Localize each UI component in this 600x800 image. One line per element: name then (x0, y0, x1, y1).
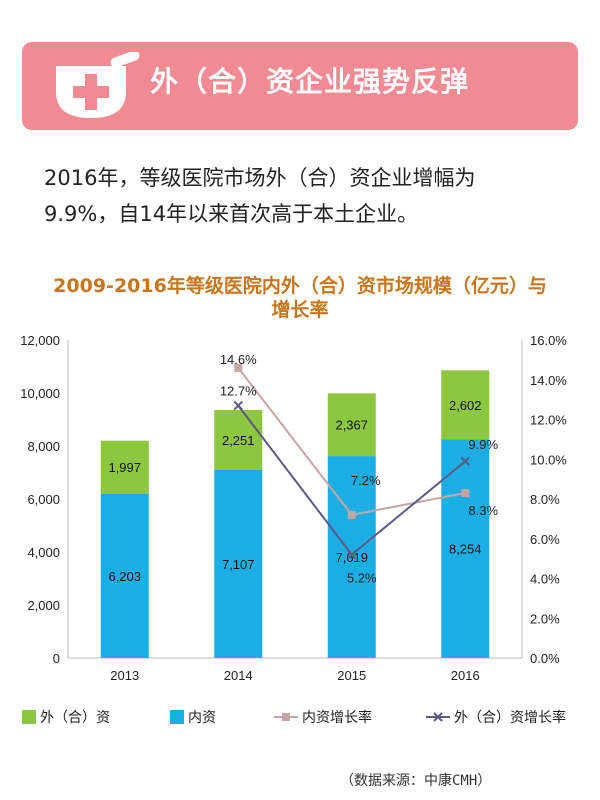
bar-foreign (100, 440, 149, 494)
bar-domestic (214, 469, 263, 658)
legend-swatch-domestic (170, 710, 184, 724)
legend-swatch-foreign (22, 710, 36, 724)
x-tick-label: 2013 (110, 668, 139, 683)
intro-line-1: 2016年，等级医院市场外（合）资企业增幅为 (44, 166, 476, 190)
legend-label: 内资增长率 (302, 709, 372, 725)
data-source: （数据来源：中康CMH） (340, 773, 492, 789)
bar-foreign (327, 393, 376, 457)
marker-foreign-growth (460, 456, 470, 466)
y-left-tick-label: 0 (53, 651, 60, 666)
legend-label: 内资 (188, 709, 216, 725)
chart-title-line-2: 增长率 (271, 299, 329, 321)
legend-label: 外（合）资增长率 (454, 709, 566, 725)
label-domestic-growth: 7.2% (351, 473, 381, 488)
x-tick-label: 2014 (224, 668, 253, 683)
bar-domestic (327, 456, 376, 658)
y-left-tick-label: 4,000 (27, 545, 60, 560)
bar-domestic (100, 493, 149, 658)
banner-title: 外（合）资企业强势反弹 (150, 65, 470, 98)
bar-foreign-label: 2,251 (222, 433, 255, 448)
y-right-tick-label: 10.0% (530, 452, 567, 467)
y-right-tick-label: 12.0% (530, 413, 567, 428)
bar-foreign (214, 410, 263, 470)
chart-title: 2009-2016年等级医院内外（合）资市场规模（亿元）与 增长率 (20, 274, 580, 322)
marker-domestic-growth (234, 363, 243, 372)
chart-title-line-1: 2009-2016年等级医院内外（合）资市场规模（亿元）与 (53, 275, 547, 297)
intro-text: 2016年，等级医院市场外（合）资企业增幅为 9.9%，自14年以来首次高于本土… (44, 160, 564, 232)
marker-foreign-growth (347, 549, 357, 560)
bar-foreign-label: 1,997 (108, 460, 141, 475)
market-size-chart: 0 2,000 4,000 6,000 8,000 10,000 12,000 0.0% 2.0… (20, 333, 567, 725)
bar-foreign (441, 370, 490, 440)
marker-foreign-growth (233, 400, 243, 411)
label-foreign-growth: 5.2% (347, 571, 377, 586)
x-tick-label: 2016 (451, 668, 480, 683)
marker-domestic-growth (347, 510, 356, 519)
y-left-tick-label: 6,000 (27, 492, 60, 507)
marker-domestic-growth (461, 489, 470, 498)
y-left-tick-label: 12,000 (20, 333, 60, 348)
label-foreign-growth: 9.9% (468, 437, 498, 452)
x-tick-label: 2015 (337, 668, 366, 683)
intro-line-2: 9.9%，自14年以来首次高于本土企业。 (44, 202, 419, 226)
bar-foreign-label: 2,602 (449, 398, 482, 413)
legend-label: 外（合）资 (40, 709, 110, 725)
label-domestic-growth: 14.6% (220, 352, 257, 367)
bar-foreign-label: 2,367 (335, 418, 368, 433)
legend-marker-foreign-growth (433, 712, 443, 722)
bar-domestic (441, 439, 490, 658)
bar-domestic-label: 7,619 (335, 550, 368, 565)
y-right-tick-label: 4.0% (530, 572, 560, 587)
header-banner: 外（合）资企业强势反弹 (22, 42, 578, 130)
medical-cross-mortar-icon (56, 52, 140, 118)
bar-domestic-label: 6,203 (108, 569, 141, 584)
y-left-tick-label: 8,000 (27, 439, 60, 454)
y-right-tick-label: 14.0% (530, 373, 567, 388)
y-right-tick-label: 16.0% (530, 333, 567, 348)
y-right-tick-label: 8.0% (530, 492, 560, 507)
legend-marker-domestic-growth (282, 713, 290, 721)
bar-domestic-label: 7,107 (222, 557, 255, 572)
bar-domestic-label: 8,254 (449, 542, 482, 557)
label-foreign-growth: 12.7% (220, 384, 257, 399)
y-right-tick-label: 6.0% (530, 532, 560, 547)
y-left-tick-label: 2,000 (27, 598, 60, 613)
y-right-tick-label: 2.0% (530, 611, 560, 626)
label-domestic-growth: 8.3% (468, 503, 498, 518)
y-left-tick-label: 10,000 (20, 386, 60, 401)
y-right-tick-label: 0.0% (530, 651, 560, 666)
